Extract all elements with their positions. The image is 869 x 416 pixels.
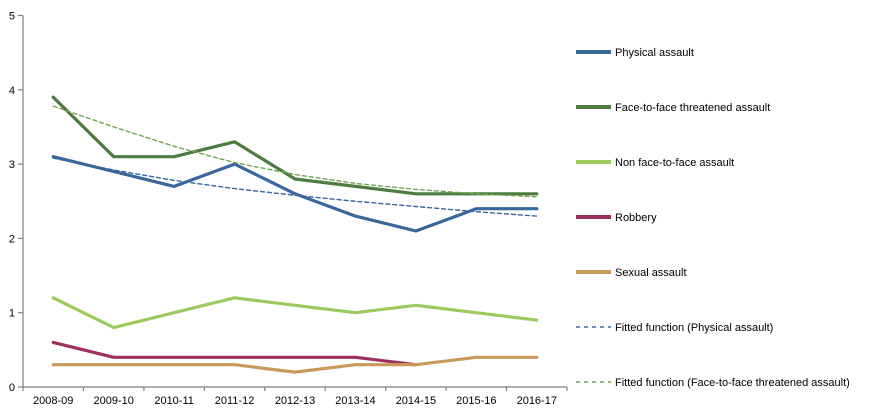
legend-label-physical-assault: Physical assault — [615, 47, 694, 59]
y-tick-label: 5 — [9, 11, 15, 23]
legend-label-non-face-to-face-assault: Non face-to-face assault — [615, 157, 734, 169]
x-tick-label: 2011-12 — [215, 395, 255, 407]
legend-item-sexual-assault: Sexual assault — [576, 267, 687, 279]
legend-item-face-to-face-threatened-assault: Face-to-face threatened assault — [576, 102, 770, 114]
legend-label-robbery: Robbery — [615, 212, 657, 224]
x-tick-label: 2012-13 — [275, 395, 315, 407]
series-line-sexual-assault — [51, 355, 539, 374]
x-tick-label: 2010-11 — [154, 395, 194, 407]
legend-item-physical-assault: Physical assault — [576, 47, 694, 59]
series-line-robbery — [51, 340, 418, 367]
legend-label-sexual-assault: Sexual assault — [615, 267, 687, 279]
legend-item-fitted-function-physical-assault: Fitted function (Physical assault) — [576, 322, 773, 334]
series-line-non-face-to-face-assault — [51, 296, 539, 330]
series-line-fitted-function-physical-assault — [52, 157, 538, 217]
legend-item-non-face-to-face-assault: Non face-to-face assault — [576, 157, 734, 169]
y-tick-label: 1 — [9, 308, 15, 320]
x-tick-label: 2016-17 — [517, 395, 557, 407]
legend-label-face-to-face-threatened-assault: Face-to-face threatened assault — [615, 102, 770, 114]
legend-item-fitted-function-face-to-face-threatened-assault: Fitted function (Face-to-face threatened… — [576, 377, 850, 389]
x-tick-label: 2009-10 — [93, 395, 133, 407]
legend-label-fitted-function-physical-assault: Fitted function (Physical assault) — [615, 322, 773, 334]
legend-item-robbery: Robbery — [576, 212, 657, 224]
x-tick-label: 2014-15 — [396, 395, 436, 407]
series-line-physical-assault — [51, 155, 539, 233]
x-tick-label: 2008-09 — [33, 395, 73, 407]
x-tick-label: 2013-14 — [335, 395, 375, 407]
y-tick-label: 0 — [9, 382, 15, 394]
series-line-fitted-function-face-to-face-threatened-assault — [52, 105, 538, 198]
y-tick-label: 3 — [9, 159, 15, 171]
legend-label-fitted-function-face-to-face-threatened-assault: Fitted function (Face-to-face threatened… — [615, 377, 850, 389]
series-line-face-to-face-threatened-assault — [51, 95, 539, 196]
y-tick-label: 4 — [9, 85, 15, 97]
x-tick-label: 2015-16 — [456, 395, 496, 407]
y-tick-label: 2 — [9, 233, 15, 245]
